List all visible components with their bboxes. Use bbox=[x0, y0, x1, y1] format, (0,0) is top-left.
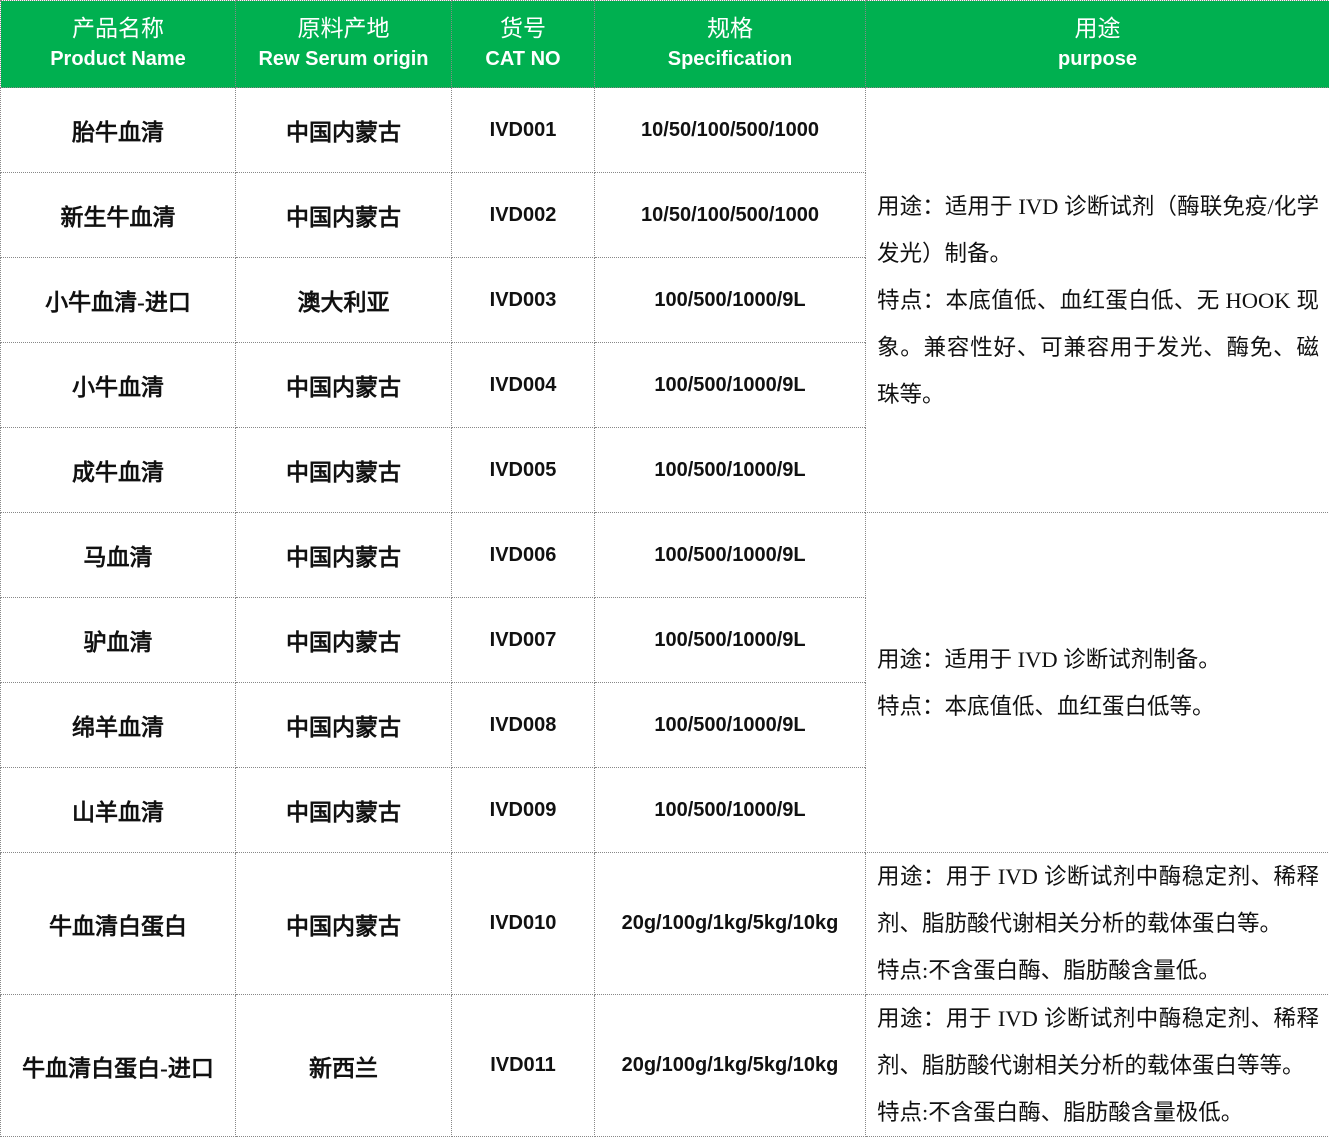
cell-cat: IVD009 bbox=[451, 767, 595, 853]
purpose-use: 用途：用于 IVD 诊断试剂中酶稳定剂、稀释剂、脂肪酸代谢相关分析的载体蛋白等等… bbox=[877, 1006, 1319, 1078]
cell-cat: IVD010 bbox=[451, 852, 595, 995]
cell-cat: IVD001 bbox=[451, 87, 595, 173]
cell-spec: 100/500/1000/9L bbox=[594, 597, 866, 683]
purpose-use: 用途：适用于 IVD 诊断试剂制备。 bbox=[877, 646, 1221, 672]
header-en: Specification bbox=[667, 48, 793, 70]
purpose-feature: 特点：本底值低、血红蛋白低等。 bbox=[877, 693, 1215, 719]
cell-origin: 中国内蒙古 bbox=[235, 852, 452, 995]
cell-cat: IVD011 bbox=[451, 994, 595, 1137]
cell-name: 山羊血清 bbox=[0, 767, 236, 853]
cell-purpose: 用途：适用于 IVD 诊断试剂制备。 特点：本底值低、血红蛋白低等。 bbox=[865, 512, 1329, 853]
cell-cat: IVD006 bbox=[451, 512, 595, 598]
cell-origin: 中国内蒙古 bbox=[235, 342, 452, 428]
header-en: purpose bbox=[1058, 48, 1137, 70]
cell-spec: 100/500/1000/9L bbox=[594, 257, 866, 343]
purpose-feature: 特点:不含蛋白酶、脂肪酸含量低。 bbox=[877, 958, 1221, 983]
table-row: 驴血清 中国内蒙古 IVD007 100/500/1000/9L bbox=[0, 597, 1329, 683]
header-en: CAT NO bbox=[485, 48, 561, 70]
cell-origin: 中国内蒙古 bbox=[235, 682, 452, 768]
cell-purpose: 用途：用于 IVD 诊断试剂中酶稳定剂、稀释剂、脂肪酸代谢相关分析的载体蛋白等等… bbox=[865, 994, 1329, 1137]
cell-name: 小牛血清-进口 bbox=[0, 257, 236, 343]
table-row: 成牛血清 中国内蒙古 IVD005 100/500/1000/9L bbox=[0, 427, 1329, 513]
cell-name: 驴血清 bbox=[0, 597, 236, 683]
cell-cat: IVD004 bbox=[451, 342, 595, 428]
table-row: 小牛血清-进口 澳大利亚 IVD003 100/500/1000/9L bbox=[0, 257, 1329, 343]
cell-spec: 100/500/1000/9L bbox=[594, 767, 866, 853]
table-row: 山羊血清 中国内蒙古 IVD009 100/500/1000/9L bbox=[0, 767, 1329, 853]
cell-name: 胎牛血清 bbox=[0, 87, 236, 173]
purpose-feature: 特点:不含蛋白酶、脂肪酸含量极低。 bbox=[877, 1100, 1244, 1125]
table-row: 胎牛血清 中国内蒙古 IVD001 10/50/100/500/1000 用途：适用于 … bbox=[0, 87, 1329, 513]
cell-origin: 中国内蒙古 bbox=[235, 767, 452, 853]
cell-name: 牛血清白蛋白 bbox=[0, 852, 236, 995]
header-zh: 货号 bbox=[500, 16, 546, 41]
cell-origin: 新西兰 bbox=[235, 994, 452, 1137]
cell-origin: 中国内蒙古 bbox=[235, 172, 452, 258]
cell-origin: 澳大利亚 bbox=[235, 257, 452, 343]
cell-spec: 10/50/100/500/1000 bbox=[594, 87, 866, 173]
header-product-name: 产品名称 Product Name bbox=[0, 0, 236, 88]
cell-purpose: 用途：适用于 IVD 诊断试剂（酶联免疫/化学发光）制备。特点：本底值低、血红蛋… bbox=[865, 87, 1329, 513]
header-en: Rew Serum origin bbox=[258, 48, 429, 70]
cell-spec: 100/500/1000/9L bbox=[594, 342, 866, 428]
header-zh: 产品名称 bbox=[72, 16, 164, 41]
cell-spec: 100/500/1000/9L bbox=[594, 427, 866, 513]
cell-name: 牛血清白蛋白-进口 bbox=[0, 994, 236, 1137]
cell-spec: 100/500/1000/9L bbox=[594, 512, 866, 598]
cell-cat: IVD002 bbox=[451, 172, 595, 258]
table-row: 绵羊血清 中国内蒙古 IVD008 100/500/1000/9L bbox=[0, 682, 1329, 768]
header-cat-no: 货号 CAT NO bbox=[451, 0, 595, 88]
table-row: 牛血清白蛋白 中国内蒙古 IVD010 20g/100g/1kg/5kg/10kg 用途… bbox=[0, 852, 1329, 995]
table-row: 小牛血清 中国内蒙古 IVD004 100/500/1000/9L bbox=[0, 342, 1329, 428]
header-row: 产品名称 Product Name 原料产地 Rew Serum origin 货号… bbox=[0, 0, 1329, 88]
cell-cat: IVD008 bbox=[451, 682, 595, 768]
table-row: 牛血清白蛋白-进口 新西兰 IVD011 20g/100g/1kg/5kg/10kg 用… bbox=[0, 994, 1329, 1137]
cell-spec: 20g/100g/1kg/5kg/10kg bbox=[594, 852, 866, 995]
header-zh: 原料产地 bbox=[297, 16, 390, 41]
cell-name: 马血清 bbox=[0, 512, 236, 598]
cell-spec: 100/500/1000/9L bbox=[594, 682, 866, 768]
cell-spec: 10/50/100/500/1000 bbox=[594, 172, 866, 258]
cell-origin: 中国内蒙古 bbox=[235, 597, 452, 683]
header-origin: 原料产地 Rew Serum origin bbox=[235, 0, 452, 88]
cell-purpose: 用途：用于 IVD 诊断试剂中酶稳定剂、稀释剂、脂肪酸代谢相关分析的载体蛋白等。… bbox=[865, 852, 1329, 995]
cell-origin: 中国内蒙古 bbox=[235, 87, 452, 173]
header-specification: 规格 Specification bbox=[594, 0, 866, 88]
cell-cat: IVD003 bbox=[451, 257, 595, 343]
purpose-use: 用途：适用于 IVD 诊断试剂（酶联免疫/化学发光）制备。 bbox=[877, 193, 1319, 266]
purpose-feature: 特点：本底值低、血红蛋白低、无 HOOK 现象。兼容性好、可兼容用于发光、酶免、… bbox=[877, 287, 1319, 407]
cell-name: 成牛血清 bbox=[0, 427, 236, 513]
header-purpose: 用途 purpose bbox=[865, 0, 1329, 88]
cell-name: 新生牛血清 bbox=[0, 172, 236, 258]
cell-origin: 中国内蒙古 bbox=[235, 512, 452, 598]
cell-name: 小牛血清 bbox=[0, 342, 236, 428]
cell-name: 绵羊血清 bbox=[0, 682, 236, 768]
table-row: 马血清 中国内蒙古 IVD006 100/500/1000/9L 用途：适用于 IVD … bbox=[0, 512, 1329, 853]
cell-cat: IVD007 bbox=[451, 597, 595, 683]
table-row: 新生牛血清 中国内蒙古 IVD002 10/50/100/500/1000 bbox=[0, 172, 1329, 258]
cell-cat: IVD005 bbox=[451, 427, 595, 513]
header-en: Product Name bbox=[50, 48, 186, 70]
cell-origin: 中国内蒙古 bbox=[235, 427, 452, 513]
header-zh: 用途 bbox=[1074, 16, 1121, 41]
purpose-use: 用途：用于 IVD 诊断试剂中酶稳定剂、稀释剂、脂肪酸代谢相关分析的载体蛋白等。 bbox=[877, 864, 1319, 936]
header-zh: 规格 bbox=[707, 16, 753, 41]
cell-spec: 20g/100g/1kg/5kg/10kg bbox=[594, 994, 866, 1137]
